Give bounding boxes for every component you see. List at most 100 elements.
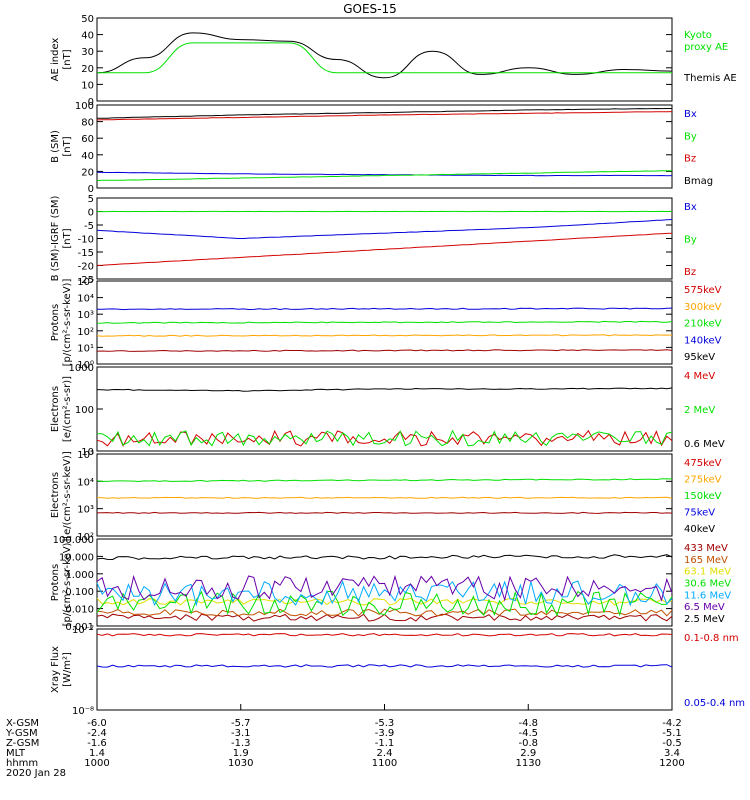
y-tick-label: 1.000 [65, 570, 94, 581]
y-tick-label: -20 [78, 262, 94, 273]
panel-protons-mev: 0.001 0.010 0.100 1.000 10.000 100.000 Protons… [50, 535, 731, 633]
series-line-0-6-mev [96, 387, 673, 392]
legend-entry: 475keV [684, 458, 722, 469]
legend-entry: 6.5 MeV [684, 602, 725, 613]
y-tick-label: -25 [78, 275, 94, 286]
series-line-150kev [96, 478, 673, 483]
series-line-165-mev [96, 608, 673, 617]
x-axis-value: 3.4 [664, 748, 680, 759]
date-label: 2020 Jan 28 [6, 768, 66, 779]
legend-entry: 575keV [684, 285, 722, 296]
panel-frame [96, 628, 673, 711]
series-line-433-mev [96, 613, 673, 622]
y-tick-label: 20 [81, 64, 94, 75]
y-axis-label: B (SM) [50, 130, 61, 163]
series-line-bmag [97, 107, 672, 119]
x-axis-value: -6.0 [87, 718, 107, 729]
y-tick-label: 50 [81, 14, 94, 25]
series-line-275kev [96, 496, 673, 499]
y-tick-label: 5 [88, 194, 94, 205]
y-axis-label: Protons [50, 564, 61, 601]
y-axis-label: B (SM)-IGRF (SM) [50, 196, 61, 282]
legend-entry: Bmag [684, 176, 713, 187]
y-tick-label: 20 [81, 167, 94, 178]
figure-title: GOES-15 [343, 2, 397, 16]
legend-entry: Bx [684, 109, 697, 120]
y-tick-label: 10 [81, 80, 94, 91]
x-axis-value: -0.5 [662, 738, 682, 749]
series-line-4-mev [96, 429, 673, 448]
y-tick-label: 10.000 [59, 552, 94, 563]
x-axis-value: -3.1 [231, 728, 251, 739]
y-tick-label: 10⁵ [77, 277, 94, 288]
x-axis-row-label: Z-GSM [6, 738, 39, 749]
x-axis-value: -4.2 [662, 718, 682, 729]
x-axis-value: -2.4 [87, 728, 107, 739]
panel-electrons-mev: 10 100 1000 Electrons [e/(cm²-s-sr)] 4 MeV 2 M… [50, 363, 725, 458]
x-axis-value: -4.5 [518, 728, 538, 739]
panel-xray-flux: 10⁻⁸ 10⁻⁷ Xray Flux [W/m²] 0.1-0.8 nm 0.05-0.… [50, 625, 745, 717]
series-line-by [96, 170, 672, 182]
y-tick-label: 10³ [77, 310, 94, 321]
legend-entry: 0.6 MeV [684, 439, 725, 450]
series-line-bx [96, 219, 673, 239]
panel-frame [96, 453, 673, 537]
legend-entry: Bz [684, 267, 696, 278]
y-tick-label: 40 [81, 151, 94, 162]
y-axis-label: [nT] [62, 228, 73, 248]
x-axis-value: -5.7 [231, 718, 251, 729]
series-line-2-mev [97, 429, 673, 447]
series-line-0-1-0-8-nm [96, 633, 673, 637]
y-axis-label: [e/(cm²-s-sr)] [62, 376, 73, 442]
y-axis-label: [nT] [62, 136, 73, 156]
legend-entry: 2 MeV [684, 405, 715, 416]
x-axis-value: 1.4 [89, 748, 105, 759]
legend-entry: 150keV [684, 491, 722, 502]
y-tick-label: 10⁵ [77, 450, 94, 461]
y-tick-label: 0.010 [65, 605, 94, 616]
y-tick-label: 0 [88, 97, 94, 108]
legend-entry: 165 MeV [684, 555, 728, 566]
x-axis-value: -1.6 [87, 738, 107, 749]
legend-entry: By [684, 131, 697, 142]
y-tick-label: 80 [81, 118, 94, 129]
y-tick-label: 40 [81, 31, 94, 42]
y-tick-label: 100.000 [53, 535, 94, 546]
x-axis-table: X-GSM -6.0 -5.7 -5.3 -4.8 -4.2 Y-GSM -2.4 -3.1 -3… [5, 704, 685, 779]
y-axis-label: [W/m²] [62, 652, 73, 687]
x-axis-value: -5.1 [662, 728, 682, 739]
legend-entry: By [684, 235, 697, 246]
legend-entry: 210keV [684, 319, 722, 330]
legend-entry: Kyoto [684, 30, 712, 41]
legend-entry: 75keV [684, 508, 715, 519]
series-line-40kev [96, 511, 673, 514]
y-tick-label: 100 [75, 101, 94, 112]
legend-entry: Bx [684, 202, 697, 213]
panel-electrons-kev: 10² 10³ 10⁴ 10⁵ Electrons [e/(cm²-s-sr-keV)] 4… [50, 450, 722, 543]
legend-entry: 0.05-0.4 nm [684, 698, 745, 709]
x-axis-value: 1.9 [233, 748, 249, 759]
y-tick-label: 60 [81, 134, 94, 145]
series-line-0-05-0-4-nm [96, 664, 673, 668]
y-tick-label: -10 [78, 235, 94, 246]
y-axis-label: [p/(cm²-s-sr-keV)] [62, 279, 73, 367]
panel-frame [96, 17, 673, 102]
series-line-63-1-mev [96, 597, 673, 606]
legend-entry: 30.6 MeV [684, 579, 731, 590]
x-axis-value: 1100 [372, 758, 397, 769]
series-line-6-5-mev [96, 574, 673, 602]
x-axis-row-label: X-GSM [6, 718, 39, 729]
y-axis-label: Protons [50, 304, 61, 341]
legend-entry: 140keV [684, 335, 722, 346]
y-tick-label: 0.100 [65, 587, 94, 598]
panel-frame [96, 104, 673, 189]
y-tick-label: 30 [81, 47, 94, 58]
y-axis-label: [p/(cm²-s-sr-keV)] [62, 539, 73, 627]
panel-frame [96, 366, 673, 452]
legend-entry: 2.5 MeV [684, 614, 725, 625]
x-axis-value: 2.4 [377, 748, 393, 759]
legend-entry: 11.6 MeV [684, 590, 731, 601]
x-axis-value: 1030 [228, 758, 253, 769]
